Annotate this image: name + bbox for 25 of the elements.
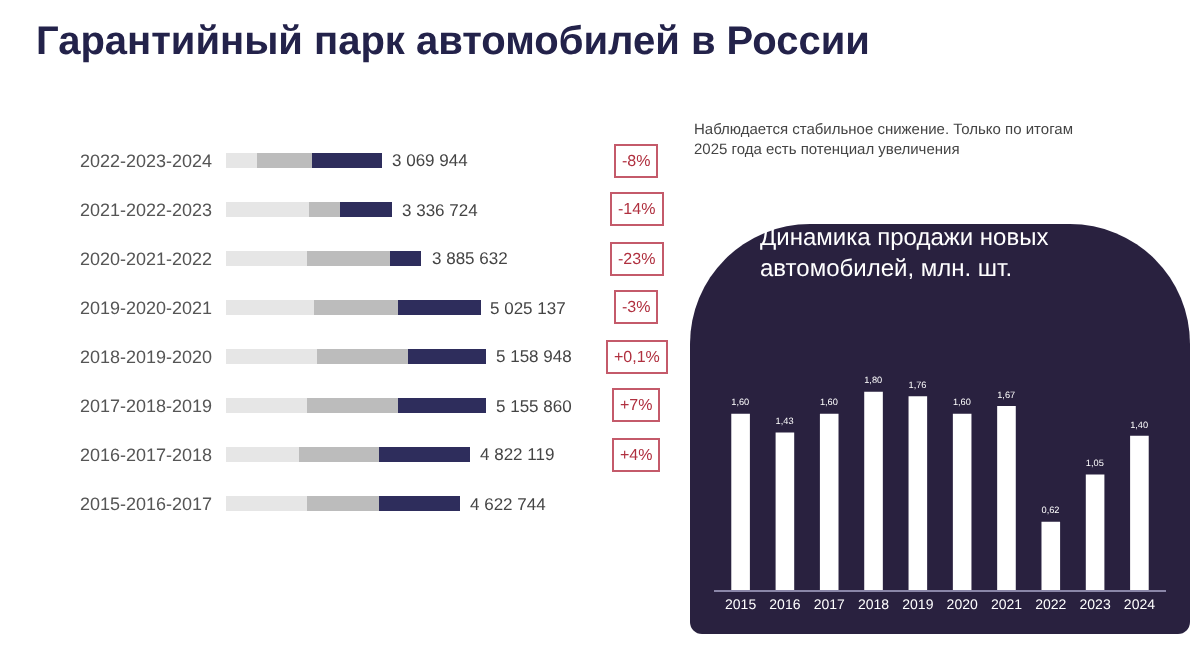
y-tick-label: 2022-2023-2024 <box>79 150 212 171</box>
annotation: 5 158 948 <box>496 346 573 366</box>
y-tick-label: 2021-2022-2023 <box>79 199 212 220</box>
y-tick-label: 2017-2018-2019 <box>79 395 212 416</box>
text: -23% <box>618 250 656 268</box>
y-tick-label: 2020-2021-2022 <box>79 248 212 269</box>
y-tick-label: 2016-2017-2018 <box>79 444 212 465</box>
text: -8% <box>622 152 651 170</box>
chart-title: Гарантийный парк автомобилей в России <box>36 20 870 65</box>
annotation: 4 622 744 <box>470 494 547 514</box>
y-tick-label: 2015-2016-2017 <box>79 493 212 514</box>
y-tick-label: 2019-2020-2021 <box>79 297 212 318</box>
annotation: 3 885 632 <box>432 248 509 268</box>
text: +4% <box>620 446 653 464</box>
annotation: 3 336 724 <box>402 200 479 220</box>
annotation: 5 155 860 <box>496 396 573 416</box>
annotation: 5 025 137 <box>490 298 567 318</box>
chart-title: Динамика продажи новых автомобилей, млн. шт. <box>760 222 1049 282</box>
annotation: 4 822 119 <box>480 444 555 464</box>
y-tick-label: 2018-2019-2020 <box>79 346 212 367</box>
text: -3% <box>622 298 651 316</box>
text: +0,1% <box>614 348 660 366</box>
text: -14% <box>618 200 656 218</box>
annotation: 3 069 944 <box>392 150 469 170</box>
text: +7% <box>620 396 653 414</box>
